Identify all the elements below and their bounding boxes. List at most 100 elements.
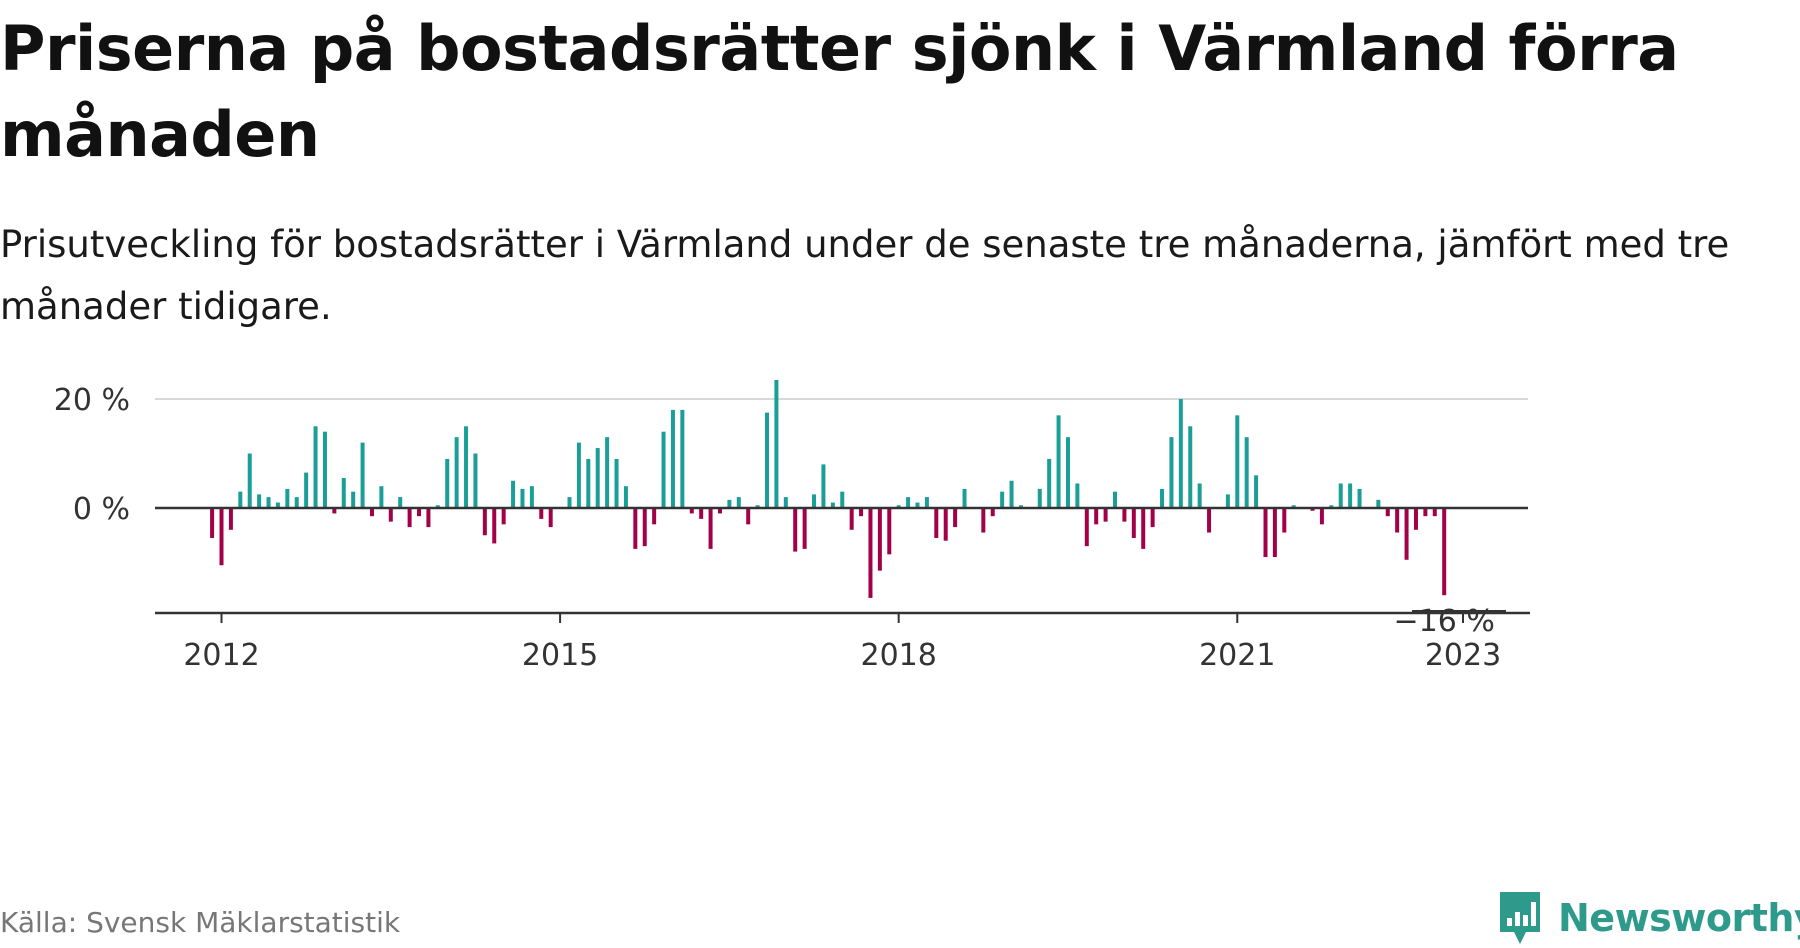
bar (1122, 508, 1127, 522)
bar (313, 426, 318, 508)
y-axis-ticks: 20 % 0 % (54, 383, 130, 527)
x-tick-label: 2018 (861, 638, 937, 673)
bar (388, 508, 393, 522)
bar (1385, 508, 1390, 517)
bar (1000, 491, 1005, 508)
bar (426, 508, 431, 528)
bar (1442, 508, 1447, 596)
bar (1272, 508, 1277, 558)
bar (1329, 505, 1334, 509)
bar (1103, 508, 1108, 522)
bar (981, 508, 986, 533)
bar (877, 508, 882, 571)
bar (492, 508, 497, 544)
bar (1188, 426, 1193, 508)
bar (1009, 480, 1014, 508)
bar (351, 491, 356, 508)
bar (1338, 483, 1343, 508)
bar (482, 508, 487, 536)
bar (896, 505, 901, 509)
bar (1254, 475, 1259, 508)
bar (1075, 483, 1080, 508)
bar (501, 508, 506, 525)
bar (990, 508, 995, 517)
bar (1395, 508, 1400, 533)
bar (407, 508, 412, 528)
y-tick-label: 0 % (73, 492, 130, 527)
bar (962, 488, 967, 508)
last-value-label: −16 % (1394, 604, 1495, 639)
x-tick-label: 2012 (183, 638, 259, 673)
bar (906, 497, 911, 508)
brand-logo: Newsworthy (1496, 888, 1800, 948)
bar (765, 412, 770, 509)
chart-subtitle: Prisutveckling för bostadsrätter i Värml… (0, 223, 1730, 328)
bar (1319, 508, 1324, 525)
bar (1169, 437, 1174, 508)
newsworthy-logo-icon (1500, 892, 1540, 944)
bar (614, 458, 619, 508)
bar (341, 478, 346, 509)
bar (1244, 437, 1249, 508)
bar (943, 508, 948, 541)
bar (924, 497, 929, 508)
bar (1160, 488, 1165, 508)
bar (520, 488, 525, 508)
bar (576, 442, 581, 508)
bar (1065, 437, 1070, 508)
bar (1047, 458, 1052, 508)
bar (859, 508, 864, 517)
bar (680, 409, 685, 508)
bar (793, 508, 798, 552)
bar (746, 508, 751, 525)
bar (812, 494, 817, 509)
bars (210, 380, 1447, 598)
bar (445, 458, 450, 508)
bar (755, 505, 760, 509)
x-tick-label: 2023 (1425, 638, 1501, 673)
bar (821, 464, 826, 508)
bar (652, 508, 657, 525)
bar (1348, 483, 1353, 508)
bar (708, 508, 713, 549)
bar (689, 508, 694, 514)
bar (294, 497, 299, 508)
bar (1432, 508, 1437, 517)
bar (1018, 505, 1023, 509)
bar (266, 497, 271, 508)
bar (915, 502, 920, 508)
chart-title: Priserna på bostadsrätter sjönk i Värmla… (0, 12, 1679, 171)
bar (595, 448, 600, 508)
bar (802, 508, 807, 549)
bar (304, 472, 309, 508)
bar (1282, 508, 1287, 533)
bar (727, 499, 732, 509)
bar (322, 431, 327, 508)
bar (830, 502, 835, 508)
bar (247, 453, 252, 508)
bar (473, 453, 478, 508)
bar (1235, 415, 1240, 508)
bar (369, 508, 374, 517)
bar (605, 437, 610, 508)
bar (210, 508, 215, 538)
bar (1056, 415, 1061, 508)
bar (1141, 508, 1146, 549)
x-axis-ticks: 2012 2015 2018 2021 2023 (183, 613, 1501, 673)
bar (1357, 488, 1362, 508)
bar (464, 426, 469, 508)
bar (670, 409, 675, 508)
bar (1113, 491, 1117, 508)
bar (238, 491, 243, 508)
bar (783, 497, 788, 508)
bar (1376, 499, 1381, 509)
bar (1310, 508, 1315, 511)
bar (1263, 508, 1268, 558)
bar (1413, 508, 1418, 530)
bar (398, 497, 403, 508)
bar (539, 508, 544, 519)
bar (887, 508, 892, 555)
bar (633, 508, 638, 549)
bar (511, 480, 516, 508)
source-note: Källa: Svensk Mäklarstatistik (0, 906, 401, 939)
